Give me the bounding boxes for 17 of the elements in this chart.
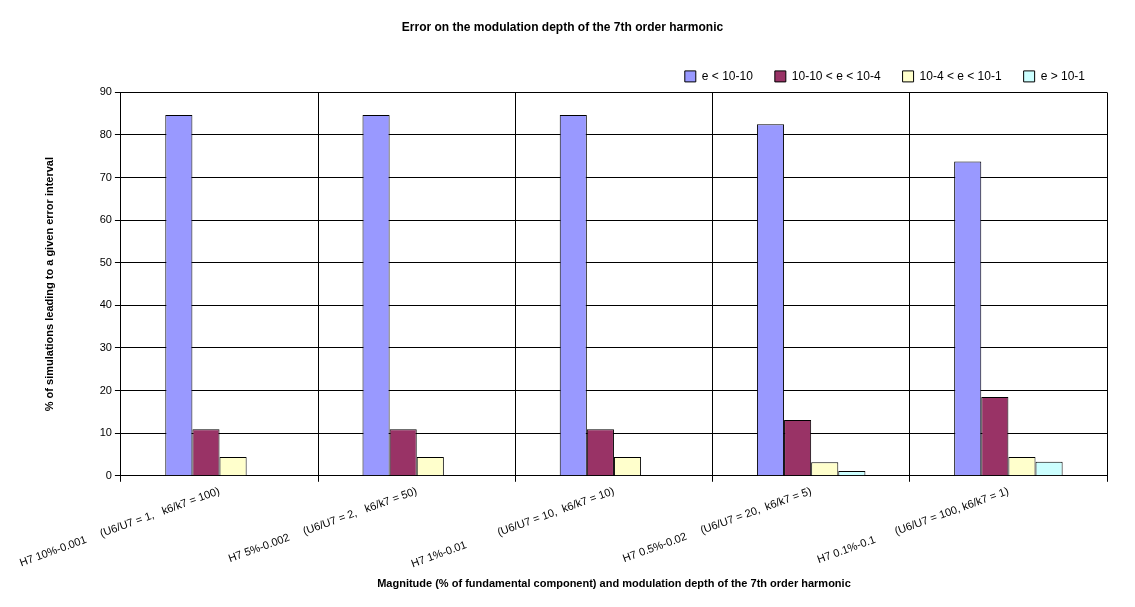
legend-label: e < 10-10 [701, 68, 754, 83]
chart-title: Error on the modulation depth of the 7th order harmonic [401, 19, 724, 34]
y-tick-label: 70 [99, 170, 112, 183]
y-tick-label: 20 [99, 383, 112, 396]
legend-label: 10-10 < e < 10-4 [791, 68, 881, 83]
y-tick-label: 40 [99, 298, 112, 311]
y-tick-label: 60 [99, 213, 112, 226]
y-tick-label: 10 [99, 426, 112, 439]
legend-label: e > 10-1 [1040, 68, 1086, 83]
y-tick-label: 90 [99, 85, 112, 98]
y-tick-label: 80 [99, 128, 112, 141]
y-axis-title: % of simulations leading to a given error interval [43, 156, 56, 412]
legend-label: 10-4 < e < 10-1 [919, 68, 1002, 83]
y-tick-label: 30 [99, 341, 112, 354]
y-tick-label: 0 [105, 468, 112, 481]
x-axis-title: Magnitude (% of fundamental component) and modulation depth of the 7th order harmonic [377, 577, 851, 590]
y-tick-label: 50 [99, 255, 112, 268]
